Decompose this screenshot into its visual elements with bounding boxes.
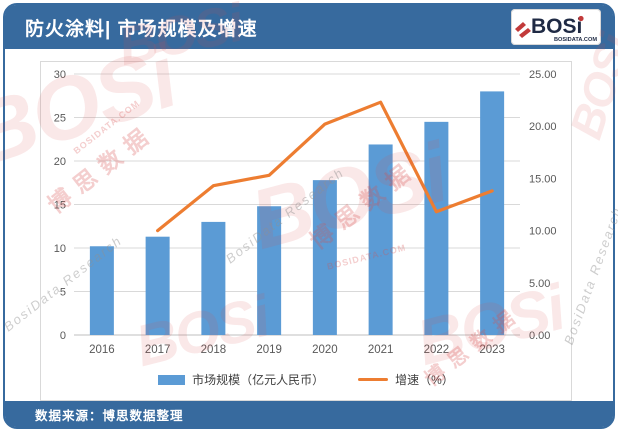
report-card: 防火涂料| 市场规模及增速 BOSi BOSIDATA.COM 0 5 10 15 20… [3, 3, 615, 429]
right-axis-tick-label: 5.00 [529, 278, 550, 290]
bar-2018 [201, 221, 226, 335]
x-axis-label-2018: 2018 [201, 344, 227, 356]
right-axis-tick-label: 25.00 [529, 69, 557, 81]
chart-legend: 市场规模（亿元人民币） 增速（%） [41, 371, 571, 388]
right-axis-tick-label: 10.00 [529, 226, 557, 238]
page-title: 防火涂料| 市场规模及增速 [25, 18, 258, 40]
bar-2023 [480, 91, 505, 336]
line-series-swatch-icon [358, 377, 389, 382]
logo-slash-icon [519, 28, 531, 38]
x-axis-label-2020: 2020 [312, 344, 338, 356]
bar-2022 [424, 121, 449, 335]
bar-2019 [257, 206, 282, 335]
left-axis-tick-label: 0 [60, 330, 66, 342]
legend-item-market-size: 市场规模（亿元人民币） [158, 371, 324, 388]
bar-series-swatch-icon [158, 374, 186, 385]
legend-label-growth: 增速（%） [395, 373, 454, 387]
data-source-label: 数据来源：博思数据整理 [35, 408, 184, 423]
bar-2021 [368, 144, 393, 335]
bar-2016 [89, 246, 114, 335]
footer-bar: 数据来源：博思数据整理 [5, 401, 613, 427]
header-bar: 防火涂料| 市场规模及增速 BOSi BOSIDATA.COM [5, 5, 613, 49]
right-axis-tick-label: 15.00 [529, 173, 557, 185]
x-axis-label-2019: 2019 [256, 344, 282, 356]
chart-canvas: 0 5 10 15 20 25 30 0.00 5.00 10.00 15.00 20.00 25.00… [54, 69, 557, 356]
x-axis-label-2021: 2021 [368, 344, 394, 356]
brand-logo: BOSi BOSIDATA.COM [511, 9, 601, 45]
x-axis-label-2023: 2023 [479, 344, 505, 356]
logo-slash-icon [515, 22, 526, 32]
legend-label-market-size: 市场规模（亿元人民币） [192, 373, 325, 387]
logo-i-dot-icon [578, 15, 584, 22]
x-axis-label-2022: 2022 [424, 344, 450, 356]
bar-2020 [312, 180, 337, 335]
left-axis-tick-label: 15 [54, 200, 66, 212]
bosi-logo-icon: BOSi BOSIDATA.COM [515, 15, 597, 43]
right-axis-tick-label: 20.00 [529, 121, 557, 133]
x-axis-label-2017: 2017 [145, 344, 171, 356]
left-axis-tick-label: 20 [54, 156, 66, 168]
right-axis-tick-label: 0.00 [529, 330, 550, 342]
left-axis-tick-label: 5 [60, 287, 66, 299]
bar-2017 [145, 236, 170, 335]
logo-domain-text: BOSIDATA.COM [554, 37, 597, 43]
left-axis-tick-label: 10 [54, 243, 66, 255]
left-axis-tick-label: 30 [54, 69, 66, 81]
logo-text: BOSi [531, 15, 582, 38]
growth-line [156, 100, 494, 233]
x-axis-label-2016: 2016 [89, 344, 115, 356]
chart-panel: 0 5 10 15 20 25 30 0.00 5.00 10.00 15.00 20.00 25.00… [40, 61, 572, 401]
left-axis-tick-label: 25 [54, 113, 66, 125]
legend-item-growth: 增速（%） [358, 371, 454, 388]
